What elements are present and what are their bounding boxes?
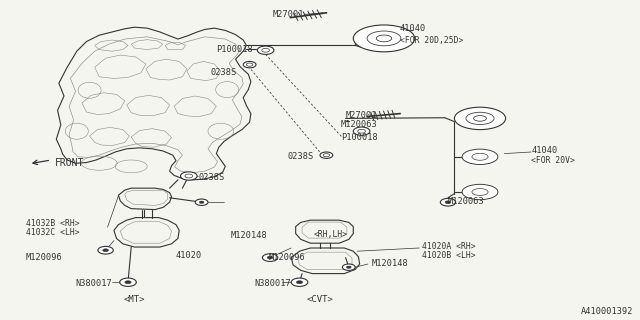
Ellipse shape <box>367 31 401 46</box>
Circle shape <box>262 48 269 52</box>
Text: M120096: M120096 <box>26 253 62 262</box>
Circle shape <box>125 281 131 284</box>
Text: 41040: 41040 <box>531 146 557 155</box>
Text: 0238S: 0238S <box>287 152 314 161</box>
Text: <MT>: <MT> <box>124 295 145 304</box>
Circle shape <box>120 278 136 286</box>
Text: <FOR 20V>: <FOR 20V> <box>531 156 575 165</box>
Circle shape <box>342 264 355 270</box>
Text: A410001392: A410001392 <box>581 308 634 316</box>
Text: 41020A <RH>: 41020A <RH> <box>422 242 476 251</box>
Circle shape <box>102 249 109 252</box>
Ellipse shape <box>462 149 498 164</box>
Circle shape <box>199 201 204 204</box>
Ellipse shape <box>353 25 415 52</box>
Text: M120148: M120148 <box>371 260 408 268</box>
Text: P100018: P100018 <box>216 45 253 54</box>
Circle shape <box>445 201 451 204</box>
Circle shape <box>262 254 278 261</box>
Text: N380017: N380017 <box>255 279 291 288</box>
Circle shape <box>185 174 193 178</box>
Text: 41032B <RH>: 41032B <RH> <box>26 220 79 228</box>
Circle shape <box>195 199 208 205</box>
Circle shape <box>291 278 308 286</box>
Text: <RH,LH>: <RH,LH> <box>314 230 348 239</box>
Text: 41020: 41020 <box>176 252 202 260</box>
Ellipse shape <box>472 153 488 160</box>
Ellipse shape <box>466 112 494 124</box>
Circle shape <box>243 61 256 68</box>
Ellipse shape <box>462 184 498 200</box>
Ellipse shape <box>472 188 488 196</box>
Text: M120063: M120063 <box>448 197 484 206</box>
Text: <CVT>: <CVT> <box>307 295 333 304</box>
Text: M27001: M27001 <box>273 10 304 19</box>
Circle shape <box>267 256 273 259</box>
Text: N380017: N380017 <box>76 279 112 288</box>
Text: M27001: M27001 <box>346 111 378 120</box>
Text: P100018: P100018 <box>341 133 378 142</box>
Text: M120096: M120096 <box>269 253 305 262</box>
Text: FRONT: FRONT <box>54 158 84 168</box>
Circle shape <box>346 266 351 268</box>
Circle shape <box>320 152 333 158</box>
Circle shape <box>246 63 253 66</box>
Ellipse shape <box>376 35 392 42</box>
Circle shape <box>296 281 303 284</box>
Circle shape <box>98 246 113 254</box>
Text: M120063: M120063 <box>341 120 378 129</box>
Circle shape <box>180 172 197 180</box>
Circle shape <box>323 154 330 157</box>
Ellipse shape <box>454 107 506 130</box>
Circle shape <box>353 127 370 135</box>
Text: 0238S: 0238S <box>198 173 225 182</box>
Ellipse shape <box>474 116 486 121</box>
Circle shape <box>358 129 365 133</box>
Text: 41040: 41040 <box>400 24 426 33</box>
Text: 41020B <LH>: 41020B <LH> <box>422 251 476 260</box>
Text: M120148: M120148 <box>230 231 267 240</box>
Text: 41032C <LH>: 41032C <LH> <box>26 228 79 237</box>
Circle shape <box>440 198 456 206</box>
Text: 0238S: 0238S <box>211 68 237 76</box>
Text: <FOR 20D,25D>: <FOR 20D,25D> <box>400 36 463 44</box>
Circle shape <box>257 46 274 54</box>
